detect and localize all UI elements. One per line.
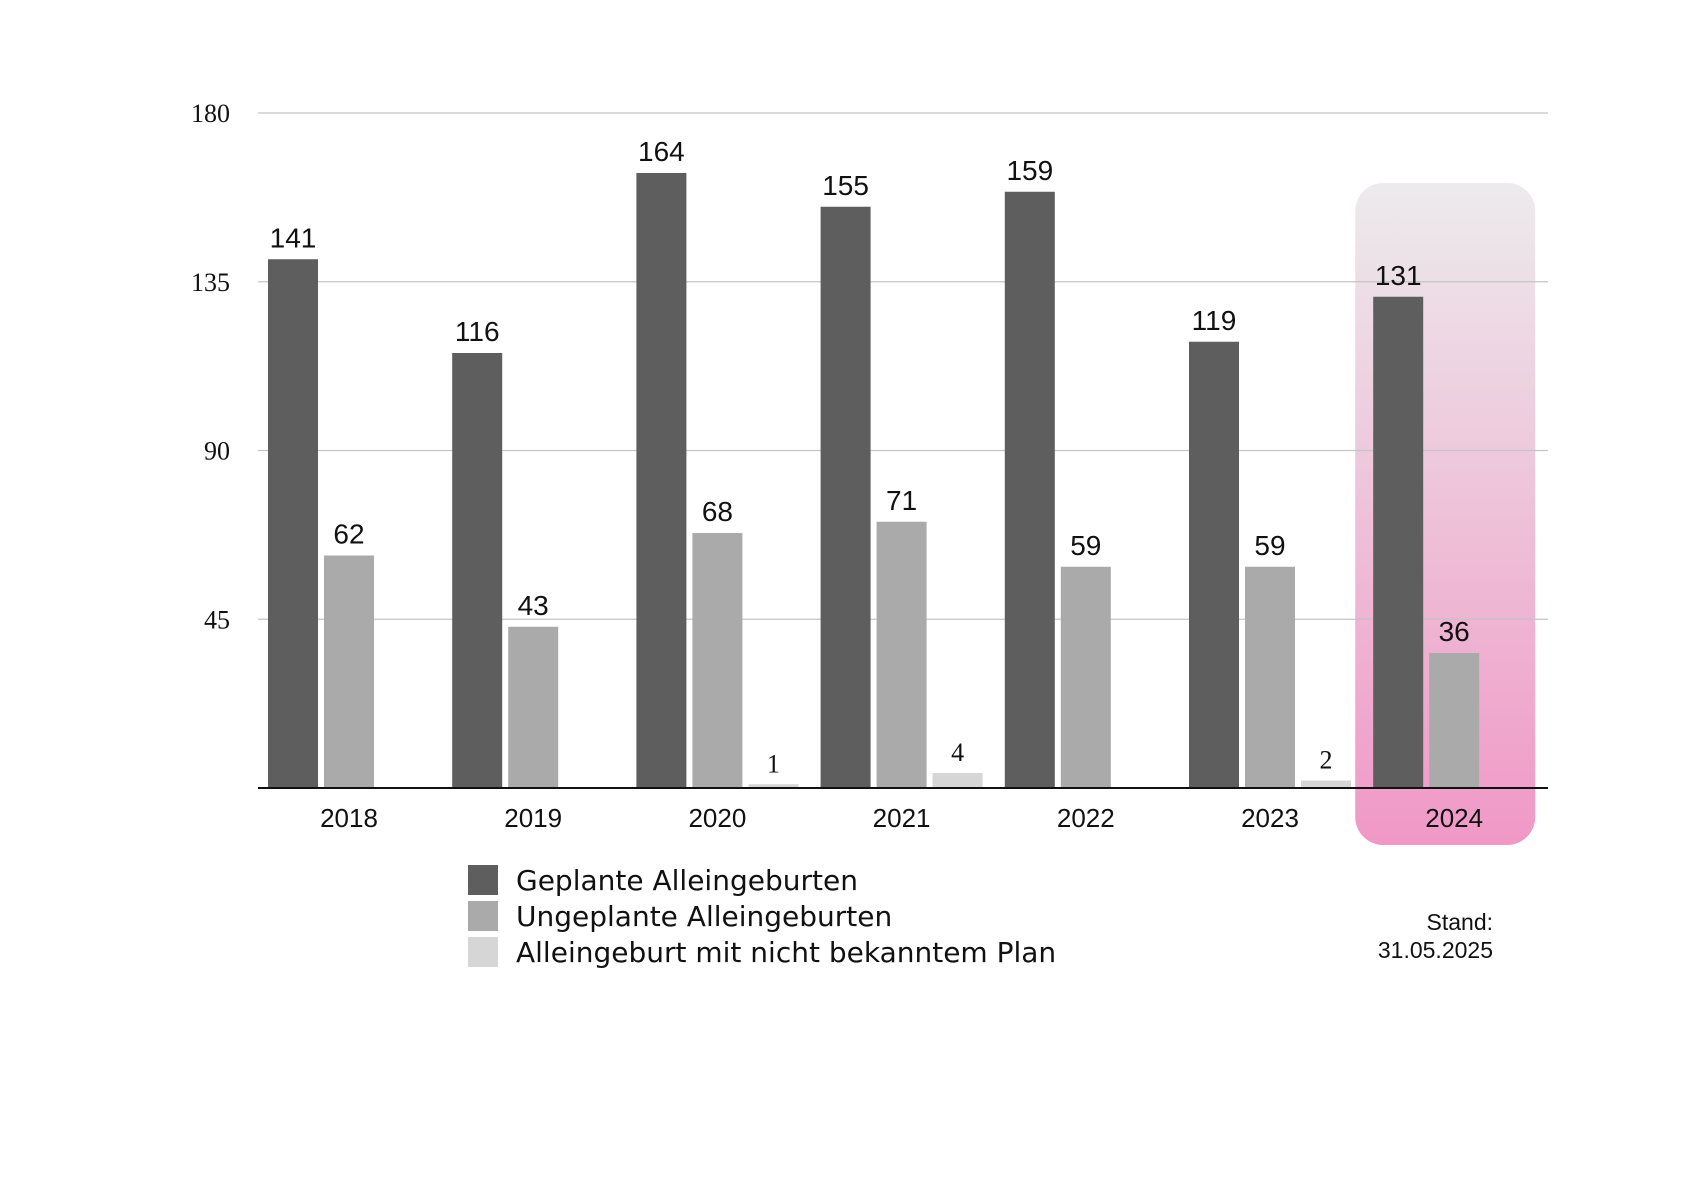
legend-label-unbekannt: Alleingeburt mit nicht bekanntem Plan bbox=[516, 935, 1057, 969]
value-label-2018-s2: 62 bbox=[333, 519, 364, 550]
value-label-2022-s1: 159 bbox=[1006, 155, 1053, 186]
bar-2018-s1 bbox=[268, 259, 318, 788]
value-label-2020-s1: 164 bbox=[638, 136, 685, 167]
value-label-2024-s1: 131 bbox=[1375, 260, 1422, 291]
bar-2018-s2 bbox=[324, 555, 374, 788]
footnote-line1: Stand: bbox=[1426, 909, 1494, 935]
value-label-2024-s2: 36 bbox=[1439, 616, 1470, 647]
bar-2023-s1 bbox=[1189, 341, 1239, 788]
value-label-2019-s2: 43 bbox=[518, 590, 549, 621]
footnote: Stand: 31.05.2025 bbox=[1378, 908, 1493, 964]
legend-swatch-geplant bbox=[468, 865, 498, 895]
legend-swatch-unbekannt bbox=[468, 937, 498, 967]
x-tick-label-2022: 2022 bbox=[1057, 803, 1115, 833]
value-label-2018-s1: 141 bbox=[270, 222, 317, 253]
value-label-2023-s3: 2 bbox=[1320, 746, 1333, 775]
x-tick-label-2020: 2020 bbox=[688, 803, 746, 833]
bar-2020-s1 bbox=[636, 173, 687, 788]
bar-2021-s1 bbox=[820, 206, 871, 788]
legend-item-geplant: Geplante Alleingeburten bbox=[468, 862, 1056, 898]
value-label-2019-s1: 116 bbox=[455, 316, 500, 347]
x-tick-label-2018: 2018 bbox=[320, 803, 378, 833]
value-label-2023-s1: 119 bbox=[1192, 305, 1237, 336]
bar-2021-s2 bbox=[876, 521, 927, 788]
bar-2020-s2 bbox=[692, 533, 743, 788]
value-label-2020-s2: 68 bbox=[702, 496, 733, 527]
bar-2024-s1 bbox=[1373, 296, 1424, 788]
bar-2022-s1 bbox=[1004, 191, 1055, 788]
value-label-2023-s2: 59 bbox=[1254, 530, 1285, 561]
bar-2024-s2 bbox=[1429, 653, 1480, 788]
value-label-2021-s1: 155 bbox=[822, 170, 869, 201]
value-label-2021-s3: 4 bbox=[951, 738, 964, 767]
bar-2022-s2 bbox=[1060, 566, 1111, 788]
value-label-2022-s2: 59 bbox=[1070, 530, 1101, 561]
value-label-2020-s3: 1 bbox=[767, 749, 780, 778]
x-tick-label-2021: 2021 bbox=[873, 803, 931, 833]
legend-label-geplant: Geplante Alleingeburten bbox=[516, 863, 858, 897]
bar-2021-s3 bbox=[932, 773, 983, 788]
y-tick-label-180: 180 bbox=[191, 99, 230, 128]
legend-item-unbekannt: Alleingeburt mit nicht bekanntem Plan bbox=[468, 934, 1056, 970]
bar-2023-s2 bbox=[1245, 566, 1295, 788]
footnote-line2: 31.05.2025 bbox=[1377, 937, 1493, 963]
legend-label-ungeplant: Ungeplante Alleingeburten bbox=[516, 899, 893, 933]
x-tick-label-2023: 2023 bbox=[1241, 803, 1299, 833]
legend: Geplante Alleingeburten Ungeplante Allei… bbox=[468, 862, 1056, 970]
bar-2020-s3 bbox=[748, 784, 799, 788]
bar-2019-s1 bbox=[452, 353, 503, 788]
value-label-2021-s2: 71 bbox=[886, 485, 917, 516]
bar-2019-s2 bbox=[508, 626, 559, 788]
x-tick-label-2019: 2019 bbox=[504, 803, 562, 833]
legend-swatch-ungeplant bbox=[468, 901, 498, 931]
y-tick-label-45: 45 bbox=[204, 605, 230, 634]
x-tick-label-2024: 2024 bbox=[1425, 803, 1483, 833]
legend-item-ungeplant: Ungeplante Alleingeburten bbox=[468, 898, 1056, 934]
y-tick-label-135: 135 bbox=[191, 268, 230, 297]
bar-2023-s3 bbox=[1301, 780, 1351, 788]
y-tick-label-90: 90 bbox=[204, 437, 230, 466]
